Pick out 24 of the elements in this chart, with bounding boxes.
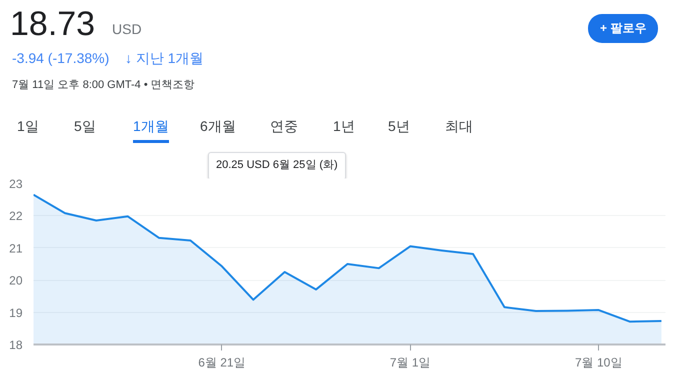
text: 연중 — [270, 117, 298, 136]
text: 5년 — [388, 117, 410, 136]
text: USD — [112, 20, 142, 39]
text: 1일 — [17, 117, 39, 136]
x-tick-label: 7월 1일 — [390, 356, 431, 370]
text: + 팔로우 — [588, 14, 658, 44]
text: 최대 — [445, 117, 473, 136]
y-tick-label: 23 — [9, 177, 23, 191]
text: 20.25 USD 6월 25일 (화) — [208, 152, 346, 180]
text: 1년 — [333, 117, 355, 136]
text: 5일 — [74, 117, 96, 136]
chart-title: 18.73 — [10, 4, 96, 45]
text: 7월 11일 오후 8:00 GMT-4 • 면책조항 — [12, 78, 195, 93]
text: -3.94 (-17.38%) — [12, 49, 110, 68]
y-tick-label: 18 — [9, 338, 23, 352]
x-tick-label: 6월 21일 — [198, 356, 246, 370]
text: 6개월 — [200, 117, 236, 136]
text: ↓ 지난 1개월 — [125, 49, 204, 68]
y-tick-label: 20 — [9, 274, 23, 288]
y-tick-label: 21 — [9, 241, 23, 256]
x-tick-label: 7월 10일 — [574, 356, 622, 370]
y-tick-label: 22 — [9, 209, 23, 224]
y-tick-label: 19 — [9, 306, 23, 320]
text: 1개월 — [133, 116, 169, 143]
